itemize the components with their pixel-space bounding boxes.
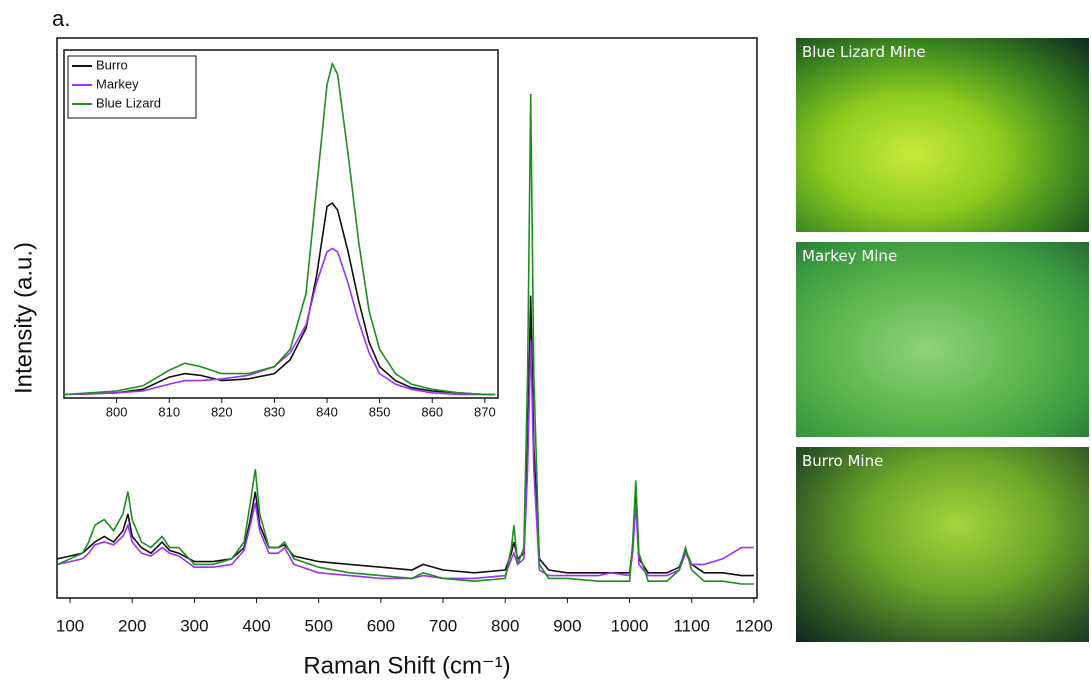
x-tick-label: 800 <box>491 616 519 635</box>
x-tick-label: 100 <box>56 616 84 635</box>
legend-label: Markey <box>96 76 139 91</box>
x-tick-label: 850 <box>369 404 391 419</box>
x-tick-label: 300 <box>180 616 208 635</box>
y-axis-label: Intensity (a.u.) <box>10 242 37 394</box>
x-tick-label: 500 <box>305 616 333 635</box>
x-tick-label: 800 <box>106 404 128 419</box>
x-tick-label: 820 <box>211 404 233 419</box>
photo-label: Markey Mine <box>802 247 898 265</box>
x-tick-label: 1100 <box>673 616 710 635</box>
panel-label: a. <box>52 6 70 31</box>
x-tick-label: 900 <box>553 616 581 635</box>
x-tick-label: 860 <box>421 404 443 419</box>
photo: Markey Mine <box>796 242 1089 437</box>
photo: Burro Mine <box>796 447 1089 642</box>
legend-label: Burro <box>96 57 128 72</box>
series-line <box>63 247 496 396</box>
x-tick-label: 600 <box>367 616 395 635</box>
figure: a.b.100200300400500600700800900100011001… <box>10 6 773 680</box>
photo-label: Burro Mine <box>802 452 884 470</box>
x-tick-label: 870 <box>474 404 496 419</box>
x-tick-label: 1000 <box>611 616 649 635</box>
series-line <box>57 93 754 585</box>
x-tick-label: 1200 <box>735 616 773 635</box>
series-line <box>63 61 496 396</box>
x-axis-label: Raman Shift (cm⁻¹) <box>303 652 510 679</box>
x-tick-label: 700 <box>429 616 457 635</box>
x-tick-label: 840 <box>316 404 338 419</box>
photo-label: Blue Lizard Mine <box>802 43 926 61</box>
legend-label: Blue Lizard <box>96 95 161 110</box>
series-line <box>63 202 496 396</box>
x-tick-label: 400 <box>242 616 270 635</box>
x-tick-label: 810 <box>158 404 180 419</box>
x-tick-label: 830 <box>264 404 286 419</box>
photo: Blue Lizard Mine <box>796 38 1089 232</box>
x-tick-label: 200 <box>118 616 146 635</box>
